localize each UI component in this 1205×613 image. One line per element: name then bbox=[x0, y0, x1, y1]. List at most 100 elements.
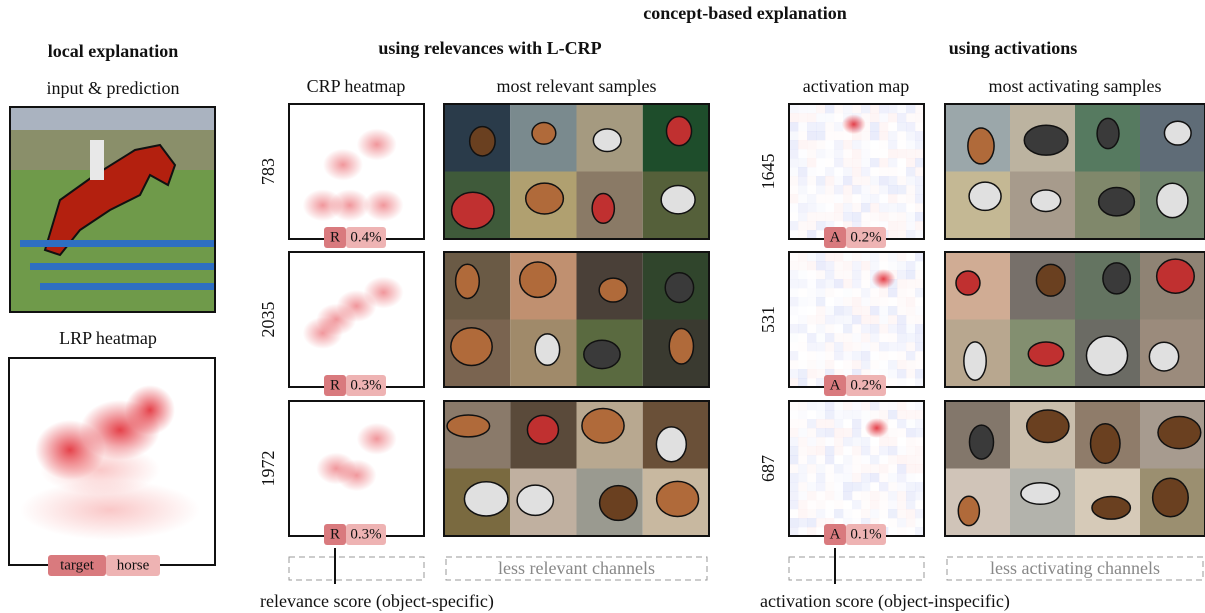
section-title: using activations bbox=[949, 38, 1078, 58]
badge-key: R bbox=[330, 377, 340, 393]
heatmap-cell bbox=[915, 167, 924, 176]
heatmap-cell bbox=[915, 270, 924, 279]
heatmap-cell bbox=[834, 333, 843, 342]
heatmap-cell bbox=[843, 342, 852, 351]
sample-region bbox=[958, 496, 979, 525]
heatmap-cell bbox=[816, 221, 825, 230]
heatmap-cell bbox=[852, 149, 861, 158]
sample-region bbox=[1164, 121, 1191, 145]
heatmap-cell bbox=[807, 333, 816, 342]
concept-heatmap bbox=[289, 252, 424, 387]
heatmap-cell bbox=[879, 297, 888, 306]
heatmap-cell bbox=[789, 482, 798, 491]
heatmap-cell bbox=[870, 149, 879, 158]
heatmap-cell bbox=[807, 446, 816, 455]
sample-region bbox=[456, 264, 480, 298]
sample-region bbox=[532, 122, 556, 144]
badge-value: 0.4% bbox=[350, 229, 381, 245]
heatmap-cell bbox=[798, 297, 807, 306]
badge-value: 0.1% bbox=[850, 526, 881, 542]
heatmap-cell bbox=[861, 509, 870, 518]
heatmap-cell bbox=[861, 212, 870, 221]
heatmap-cell bbox=[852, 333, 861, 342]
badge-key: R bbox=[330, 526, 340, 542]
heatmap-cell bbox=[789, 315, 798, 324]
heatmap-cell bbox=[807, 261, 816, 270]
heatmap-cell bbox=[888, 288, 897, 297]
sample-region bbox=[969, 425, 993, 459]
heatmap-cell bbox=[906, 500, 915, 509]
heatmap-cell bbox=[789, 491, 798, 500]
hotspot bbox=[865, 418, 889, 438]
heatmap-cell bbox=[798, 252, 807, 261]
heatmap-cell bbox=[816, 482, 825, 491]
heatmap-cell bbox=[915, 149, 924, 158]
heatmap-cell bbox=[906, 176, 915, 185]
heatmap-cell bbox=[807, 500, 816, 509]
figure: concept-based explanation local explanat… bbox=[0, 0, 1205, 613]
heatmap-cell bbox=[861, 482, 870, 491]
heatmap-cell bbox=[825, 158, 834, 167]
heatmap-cell bbox=[879, 491, 888, 500]
heatmap-cell bbox=[798, 410, 807, 419]
heatmap-cell bbox=[825, 270, 834, 279]
heatmap-cell bbox=[879, 261, 888, 270]
heatmap-cell bbox=[915, 122, 924, 131]
heatmap-cell bbox=[915, 509, 924, 518]
heatmap-blob bbox=[337, 459, 377, 491]
sample-region bbox=[447, 415, 490, 437]
heatmap-cell bbox=[789, 473, 798, 482]
heatmap-cell bbox=[879, 113, 888, 122]
heatmap-cell bbox=[870, 324, 879, 333]
heatmap-cell bbox=[798, 437, 807, 446]
heatmap-cell bbox=[888, 401, 897, 410]
heatmap-cell bbox=[861, 203, 870, 212]
badge-key: A bbox=[830, 377, 841, 393]
heatmap-cell bbox=[816, 491, 825, 500]
heatmap-cell bbox=[789, 167, 798, 176]
heatmap-cell bbox=[906, 333, 915, 342]
sample-region bbox=[1158, 417, 1201, 449]
heatmap-cell bbox=[906, 455, 915, 464]
heatmap-cell bbox=[816, 176, 825, 185]
heatmap-cell bbox=[798, 401, 807, 410]
heatmap-cell bbox=[834, 491, 843, 500]
heatmap-cell bbox=[816, 401, 825, 410]
heatmap-cell bbox=[861, 410, 870, 419]
heatmap-cell bbox=[789, 131, 798, 140]
sample-region bbox=[968, 128, 994, 164]
heatmap-cell bbox=[843, 270, 852, 279]
heatmap-cell bbox=[789, 261, 798, 270]
heatmap-cell bbox=[798, 351, 807, 360]
section-title: using relevances with L-CRP bbox=[378, 38, 601, 58]
heatmap-cell bbox=[897, 410, 906, 419]
heatmap-cell bbox=[888, 527, 897, 536]
heatmap-cell bbox=[861, 446, 870, 455]
badge-value: 0.2% bbox=[850, 377, 881, 393]
heatmap-cell bbox=[915, 437, 924, 446]
heatmap-cell bbox=[834, 113, 843, 122]
heatmap-cell bbox=[825, 351, 834, 360]
heatmap-cell bbox=[852, 306, 861, 315]
heatmap-cell bbox=[852, 212, 861, 221]
heatmap-cell bbox=[834, 297, 843, 306]
heatmap-cell bbox=[906, 149, 915, 158]
heatmap-cell bbox=[852, 419, 861, 428]
heatmap-cell bbox=[888, 464, 897, 473]
heatmap-cell bbox=[906, 288, 915, 297]
heatmap-cell bbox=[861, 333, 870, 342]
heatmap-cell bbox=[798, 122, 807, 131]
sample-region bbox=[1099, 188, 1135, 216]
heatmap-cell bbox=[870, 482, 879, 491]
heatmap-cell bbox=[915, 446, 924, 455]
heatmap-cell bbox=[906, 360, 915, 369]
heatmap-cell bbox=[879, 455, 888, 464]
heatmap-cell bbox=[807, 473, 816, 482]
heatmap-cell bbox=[789, 351, 798, 360]
heatmap-cell bbox=[879, 140, 888, 149]
heatmap-cell bbox=[879, 360, 888, 369]
heatmap-cell bbox=[798, 104, 807, 113]
heatmap-cell bbox=[843, 167, 852, 176]
heatmap-cell bbox=[870, 333, 879, 342]
heatmap-cell bbox=[807, 306, 816, 315]
